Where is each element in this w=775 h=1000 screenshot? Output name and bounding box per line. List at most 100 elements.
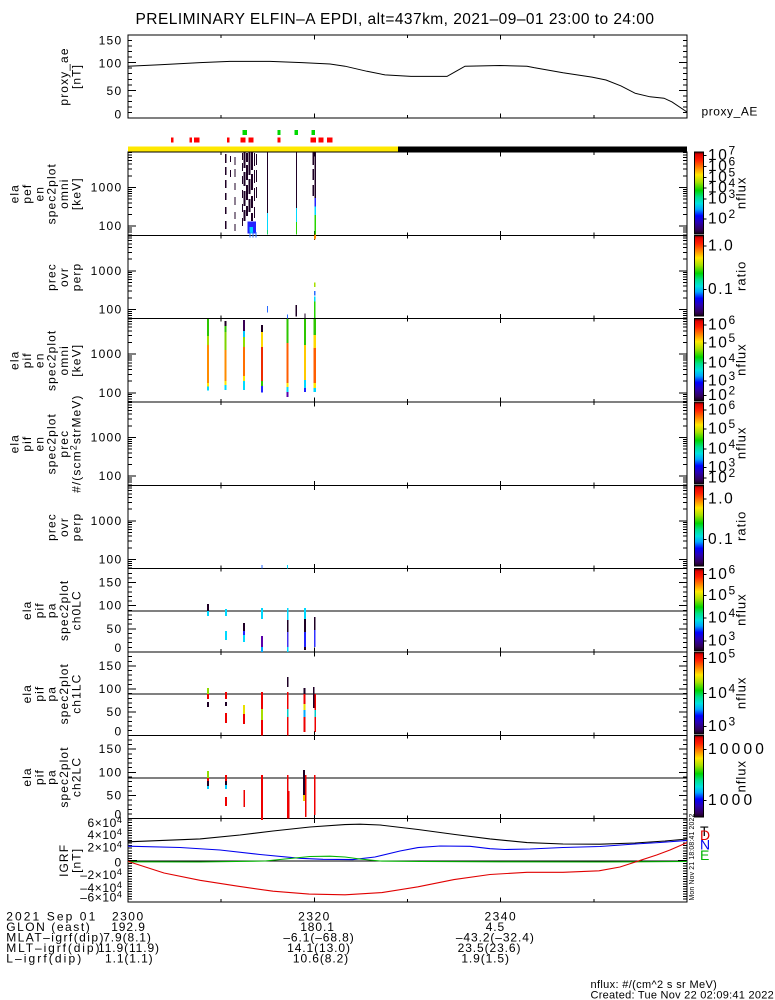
- svg-text:0.1: 0.1: [708, 531, 734, 548]
- svg-text:100: 100: [99, 469, 123, 483]
- svg-text:nflux: nflux: [734, 677, 749, 709]
- svg-text:ch2LC: ch2LC: [70, 757, 84, 797]
- svg-text:GLON (east): GLON (east): [6, 920, 91, 934]
- svg-text:104: 104: [708, 437, 737, 458]
- svg-text:192.9: 192.9: [111, 920, 146, 934]
- svg-text:perp: perp: [70, 263, 84, 291]
- svg-text:ovr: ovr: [57, 517, 71, 537]
- svg-text:100: 100: [99, 57, 123, 71]
- svg-text:104: 104: [708, 682, 737, 703]
- svg-text:nflux: nflux: [734, 177, 749, 209]
- svg-text:11.9(11.9): 11.9(11.9): [98, 941, 160, 955]
- svg-text:proxy_ae: proxy_ae: [57, 47, 71, 105]
- svg-text:1.1(1.1): 1.1(1.1): [105, 952, 154, 966]
- svg-text:prec: prec: [45, 513, 59, 541]
- svg-text:omni: omni: [57, 345, 71, 375]
- svg-text:102: 102: [708, 383, 737, 404]
- svg-text:1000: 1000: [91, 514, 123, 528]
- svg-text:105: 105: [708, 647, 737, 668]
- svg-text:4.5: 4.5: [486, 920, 505, 934]
- svg-text:spec2plot: spec2plot: [57, 580, 71, 641]
- svg-text:nflux: nflux: [734, 343, 749, 375]
- svg-text:ela: ela: [8, 351, 22, 370]
- svg-text:pef: pef: [20, 184, 34, 204]
- svg-text:[keV]: [keV]: [70, 344, 84, 377]
- svg-text:MLAT–igrf(dip): MLAT–igrf(dip): [6, 931, 105, 945]
- svg-text:en: en: [32, 436, 46, 452]
- svg-text:ela: ela: [8, 184, 22, 203]
- svg-text:ovr: ovr: [57, 267, 71, 287]
- svg-text:ela: ela: [20, 601, 34, 620]
- svg-text:50: 50: [107, 705, 123, 719]
- svg-text:pif: pif: [32, 686, 46, 702]
- svg-text:1000: 1000: [91, 181, 123, 195]
- svg-text:pa: pa: [45, 686, 59, 702]
- svg-text:–2×104: –2×104: [80, 867, 122, 882]
- svg-text:105: 105: [708, 166, 737, 187]
- svg-text:N: N: [700, 837, 710, 853]
- svg-text:105: 105: [708, 584, 737, 605]
- svg-text:100: 100: [99, 303, 123, 317]
- svg-text:50: 50: [107, 789, 123, 803]
- svg-text:#/(scm2strMeV): #/(scm2strMeV): [69, 394, 84, 492]
- svg-text:proxy_AE: proxy_AE: [702, 105, 758, 119]
- svg-text:[nT]: [nT]: [70, 848, 84, 873]
- svg-text:100: 100: [99, 219, 123, 233]
- svg-text:2300: 2300: [112, 909, 145, 923]
- svg-text:10.6(8.2): 10.6(8.2): [293, 952, 349, 966]
- svg-text:7.9(8.1): 7.9(8.1): [103, 931, 152, 945]
- svg-text:0: 0: [115, 108, 123, 122]
- svg-text:nflux: #/(cm^2 s sr MeV): nflux: #/(cm^2 s sr MeV): [591, 979, 718, 991]
- svg-text:E: E: [700, 847, 709, 863]
- svg-text:L–igrf(dip): L–igrf(dip): [6, 952, 83, 966]
- svg-text:ela: ela: [20, 767, 34, 786]
- svg-text:–6.1(–68.8): –6.1(–68.8): [283, 931, 354, 945]
- svg-text:PRELIMINARY ELFIN–A EPDI, alt=: PRELIMINARY ELFIN–A EPDI, alt=437km, 202…: [136, 11, 655, 28]
- svg-text:102: 102: [708, 207, 737, 228]
- svg-text:en: en: [32, 353, 46, 369]
- svg-text:0: 0: [115, 641, 123, 655]
- svg-text:105: 105: [708, 331, 737, 352]
- svg-text:103: 103: [708, 369, 737, 390]
- svg-text:100: 100: [99, 386, 123, 400]
- svg-text:pa: pa: [45, 769, 59, 785]
- svg-text:T: T: [700, 823, 709, 839]
- svg-text:1.0: 1.0: [708, 238, 734, 255]
- svg-text:en: en: [32, 186, 46, 202]
- svg-text:106: 106: [708, 155, 737, 176]
- svg-text:–43.2(–32.4): –43.2(–32.4): [456, 931, 535, 945]
- svg-text:104: 104: [708, 606, 737, 627]
- svg-text:omni: omni: [57, 178, 71, 208]
- svg-text:106: 106: [708, 313, 737, 334]
- svg-text:103: 103: [708, 629, 737, 650]
- svg-text:prec: prec: [57, 430, 71, 458]
- svg-text:Mon Nov 21 18:08:41 2022: Mon Nov 21 18:08:41 2022: [687, 814, 696, 901]
- svg-text:50: 50: [107, 622, 123, 636]
- svg-text:1000: 1000: [708, 792, 755, 809]
- svg-text:–6×104: –6×104: [80, 890, 122, 905]
- svg-text:106: 106: [708, 563, 737, 584]
- svg-text:pif: pif: [20, 352, 34, 368]
- svg-text:14.1(13.0): 14.1(13.0): [287, 941, 351, 955]
- svg-text:prec: prec: [45, 263, 59, 291]
- svg-text:ela: ela: [20, 684, 34, 703]
- svg-text:100: 100: [99, 553, 123, 567]
- svg-text:2320: 2320: [298, 909, 331, 923]
- svg-text:105: 105: [708, 417, 737, 438]
- svg-text:[nT]: [nT]: [70, 64, 84, 89]
- svg-text:1000: 1000: [91, 264, 123, 278]
- svg-text:104: 104: [708, 176, 737, 197]
- svg-text:104: 104: [708, 351, 737, 372]
- svg-text:0.1: 0.1: [708, 281, 734, 298]
- svg-text:spec2plot: spec2plot: [57, 746, 71, 807]
- svg-text:nflux: nflux: [734, 593, 749, 625]
- svg-text:2×104: 2×104: [87, 839, 122, 854]
- svg-text:spec2plot: spec2plot: [45, 330, 59, 391]
- svg-text:1000: 1000: [91, 431, 123, 445]
- svg-text:ratio: ratio: [734, 511, 749, 541]
- svg-text:150: 150: [99, 742, 123, 756]
- svg-text:spec2plot: spec2plot: [45, 163, 59, 224]
- svg-text:0: 0: [115, 855, 123, 869]
- svg-text:1.9(1.5): 1.9(1.5): [461, 952, 510, 966]
- svg-text:1000: 1000: [91, 347, 123, 361]
